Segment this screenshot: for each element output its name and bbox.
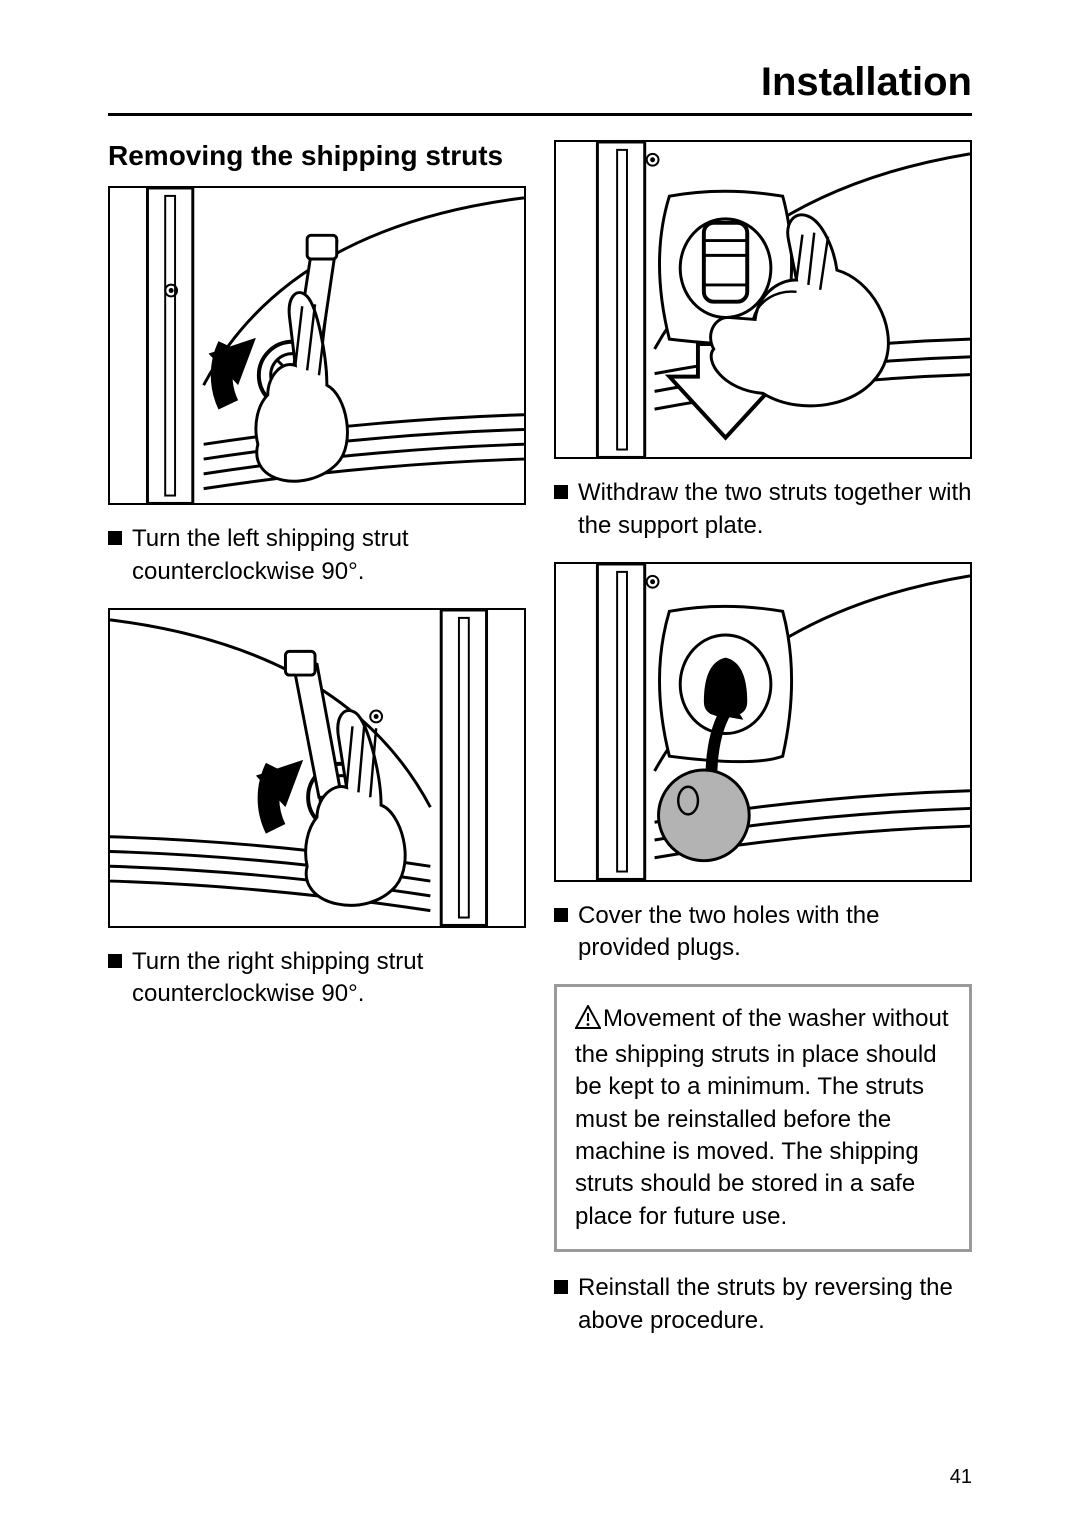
step-2: Turn the right shipping strut counterclo… <box>108 946 526 1011</box>
step-1: Turn the left shipping strut countercloc… <box>108 523 526 588</box>
bullet-icon <box>554 1280 568 1294</box>
page-header: Installation <box>108 60 972 116</box>
warning-box: Movement of the washer without the shipp… <box>554 984 972 1252</box>
step-5: Reinstall the struts by reversing the ab… <box>554 1272 972 1337</box>
step-5-text: Reinstall the struts by reversing the ab… <box>578 1272 972 1337</box>
section-subtitle: Removing the shipping struts <box>108 140 526 172</box>
step-3: Withdraw the two struts together with th… <box>554 477 972 542</box>
warning-text: Movement of the washer without the shipp… <box>575 1005 949 1229</box>
bullet-icon <box>554 908 568 922</box>
bullet-icon <box>108 954 122 968</box>
figure-plugs-svg <box>556 564 970 879</box>
left-column: Removing the shipping struts <box>108 140 526 1357</box>
bullet-icon <box>108 531 122 545</box>
step-1-text: Turn the left shipping strut countercloc… <box>132 523 526 588</box>
header-title: Installation <box>761 60 972 104</box>
step-4: Cover the two holes with the provided pl… <box>554 900 972 965</box>
page: Installation Removing the shipping strut… <box>0 0 1080 1529</box>
warning-icon <box>575 1005 601 1038</box>
figure-withdraw <box>554 140 972 459</box>
page-number: 41 <box>950 1466 972 1489</box>
step-3-text: Withdraw the two struts together with th… <box>578 477 972 542</box>
right-column: Withdraw the two struts together with th… <box>554 140 972 1357</box>
figure-withdraw-svg <box>556 142 970 457</box>
figure-right-strut-svg <box>110 610 524 925</box>
step-4-text: Cover the two holes with the provided pl… <box>578 900 972 965</box>
figure-left-strut <box>108 186 526 505</box>
figure-left-strut-svg <box>110 188 524 503</box>
figure-right-strut <box>108 608 526 927</box>
step-2-text: Turn the right shipping strut counterclo… <box>132 946 526 1011</box>
columns: Removing the shipping struts <box>108 140 972 1357</box>
bullet-icon <box>554 485 568 499</box>
figure-plugs <box>554 562 972 881</box>
